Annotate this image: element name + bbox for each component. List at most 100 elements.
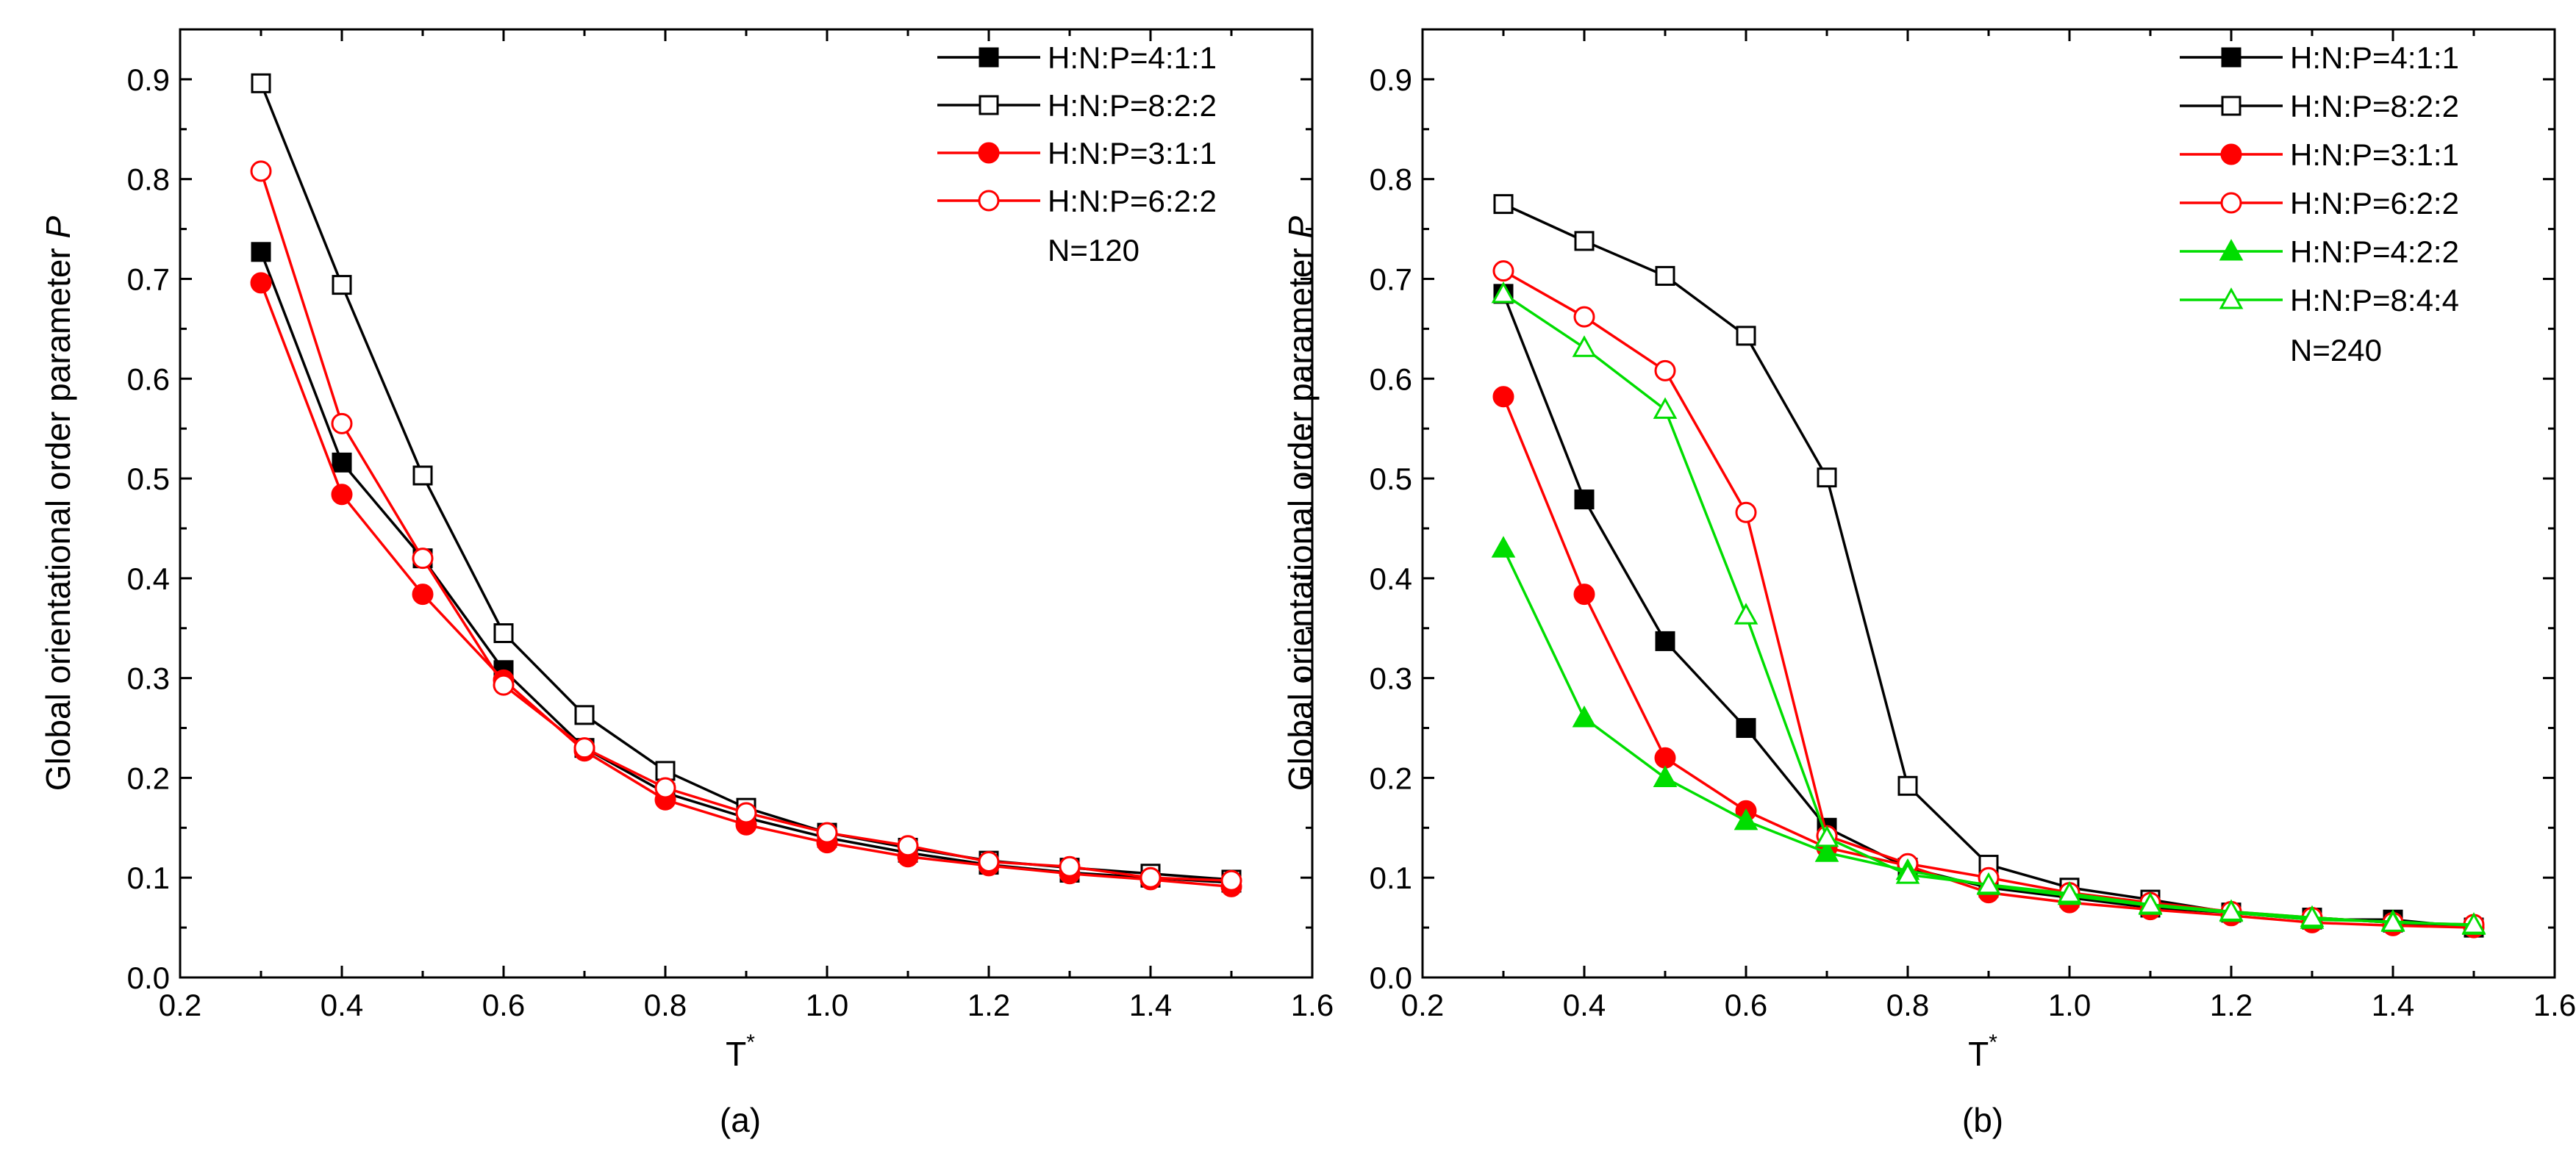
data-point: [412, 548, 434, 570]
data-point: [1654, 747, 1676, 769]
x-tick-label: 1.4: [2372, 988, 2414, 1022]
legend-label: H:N:P=3:1:1: [2290, 137, 2459, 172]
data-point: [573, 737, 595, 759]
data-point: [1817, 467, 1837, 488]
data-point: [331, 484, 353, 506]
data-point: [1734, 808, 1759, 830]
data-point: [1492, 386, 1514, 408]
data-point: [250, 272, 272, 294]
y-tick-label: 0.0: [1370, 961, 1412, 995]
legend-label: H:N:P=4:2:2: [2290, 234, 2459, 269]
data-point: [493, 623, 514, 644]
data-point: [1736, 326, 1756, 346]
data-point: [1573, 306, 1595, 328]
y-tick-label: 0.0: [127, 961, 170, 995]
y-tick-label: 0.5: [127, 462, 170, 496]
legend-marker: [2219, 287, 2244, 309]
annotation-n: N=240: [2290, 333, 2382, 367]
y-tick-label: 0.6: [1370, 362, 1412, 396]
x-tick-label: 0.6: [482, 988, 525, 1022]
data-point: [1734, 603, 1759, 625]
x-tick-label: 0.8: [644, 988, 687, 1022]
y-tick-label: 0.7: [127, 262, 170, 296]
legend-marker: [2219, 239, 2244, 261]
x-tick-label: 0.2: [159, 988, 201, 1022]
data-point: [897, 835, 919, 857]
data-point: [1139, 866, 1162, 889]
data-point: [1736, 718, 1756, 739]
annotation-n: N=120: [1048, 233, 1139, 268]
data-point: [2380, 910, 2405, 932]
data-point: [978, 850, 1000, 872]
y-tick-label: 0.5: [1370, 462, 1412, 496]
legend: H:N:P=4:1:1 H:N:P=8:2:2 H:N:P=3:1:1 H:N:P=6…: [2180, 40, 2459, 367]
legend-label: H:N:P=6:2:2: [2290, 186, 2459, 220]
data-point: [2219, 899, 2244, 921]
data-point: [2057, 881, 2082, 903]
data-point: [250, 160, 272, 182]
x-tick-label: 1.2: [2210, 988, 2253, 1022]
y-axis-title-text: Global orientational order parameter: [39, 238, 77, 791]
data-point: [412, 465, 433, 486]
data-point: [1814, 825, 1839, 847]
y-tick-label: 0.4: [127, 561, 170, 596]
y-axis-title-symbol: P: [39, 215, 77, 238]
legend-marker: [2220, 192, 2242, 214]
y-tick-label: 0.2: [1370, 761, 1412, 795]
data-point: [2138, 891, 2163, 914]
data-point: [1572, 706, 1597, 728]
data-point: [816, 822, 838, 844]
data-point: [332, 275, 352, 295]
x-tick-label: 0.4: [1563, 988, 1606, 1022]
data-point: [1895, 862, 1920, 884]
legend-label: H:N:P=4:1:1: [2290, 40, 2459, 75]
data-point: [1814, 840, 1839, 862]
x-tick-label: 1.0: [2048, 988, 2091, 1022]
data-point: [1574, 231, 1595, 251]
x-tick-label: 1.4: [1129, 988, 1172, 1022]
data-point: [1655, 631, 1675, 651]
legend-marker: [978, 190, 1000, 212]
data-point: [332, 452, 352, 473]
x-axis-title-text: T: [1968, 1035, 1989, 1073]
legend-label: H:N:P=8:2:2: [2290, 89, 2459, 123]
panel-label: (a): [720, 1101, 761, 1139]
x-tick-label: 1.0: [806, 988, 848, 1022]
y-axis-title-symbol: P: [1281, 215, 1320, 238]
x-tick-label: 1.2: [967, 988, 1010, 1022]
data-point: [1572, 335, 1597, 357]
y-tick-label: 0.1: [127, 861, 170, 895]
y-axis-title: Global orientational order parameter P: [1281, 215, 1320, 791]
data-point: [1492, 260, 1514, 282]
data-point: [1654, 359, 1676, 381]
x-axis-title: T*: [1968, 1030, 1997, 1073]
y-tick-label: 0.9: [127, 62, 170, 97]
x-tick-label: 0.2: [1401, 988, 1444, 1022]
data-point: [251, 242, 271, 262]
data-point: [654, 777, 676, 799]
data-point: [493, 674, 515, 696]
data-point: [1493, 194, 1514, 215]
legend-marker: [2220, 143, 2242, 165]
data-point: [1976, 872, 2001, 894]
data-point: [2461, 912, 2486, 934]
y-tick-label: 0.8: [1370, 162, 1412, 197]
y-axis-title-text: Global orientational order parameter: [1281, 238, 1320, 791]
panel-a: 0.2 0.4 0.6 0.8 1.0 1.2 1.4 1.6 0.0 0.1 0.2 0.3 0.4 0…: [39, 28, 1334, 1139]
data-point: [1897, 775, 1918, 796]
y-tick-label: 0.9: [1370, 62, 1412, 97]
data-point: [1655, 265, 1675, 286]
legend-label: H:N:P=3:1:1: [1048, 136, 1217, 171]
x-tick-label: 0.4: [321, 988, 363, 1022]
x-axis-title: T*: [726, 1030, 755, 1073]
series-4: [250, 160, 1242, 891]
data-point: [1491, 536, 1516, 558]
data-point: [1653, 765, 1678, 787]
panel-b: 0.2 0.4 0.6 0.8 1.0 1.2 1.4 1.6 0.0 0.1 0.2 0.3 0.4 0…: [1281, 28, 2576, 1139]
data-point: [1059, 855, 1081, 878]
x-tick-label: 1.6: [1291, 988, 1334, 1022]
data-point: [331, 412, 353, 434]
y-tick-label: 0.3: [1370, 661, 1412, 696]
legend-label: H:N:P=8:4:4: [2290, 283, 2459, 317]
y-tick-label: 0.6: [127, 362, 170, 396]
